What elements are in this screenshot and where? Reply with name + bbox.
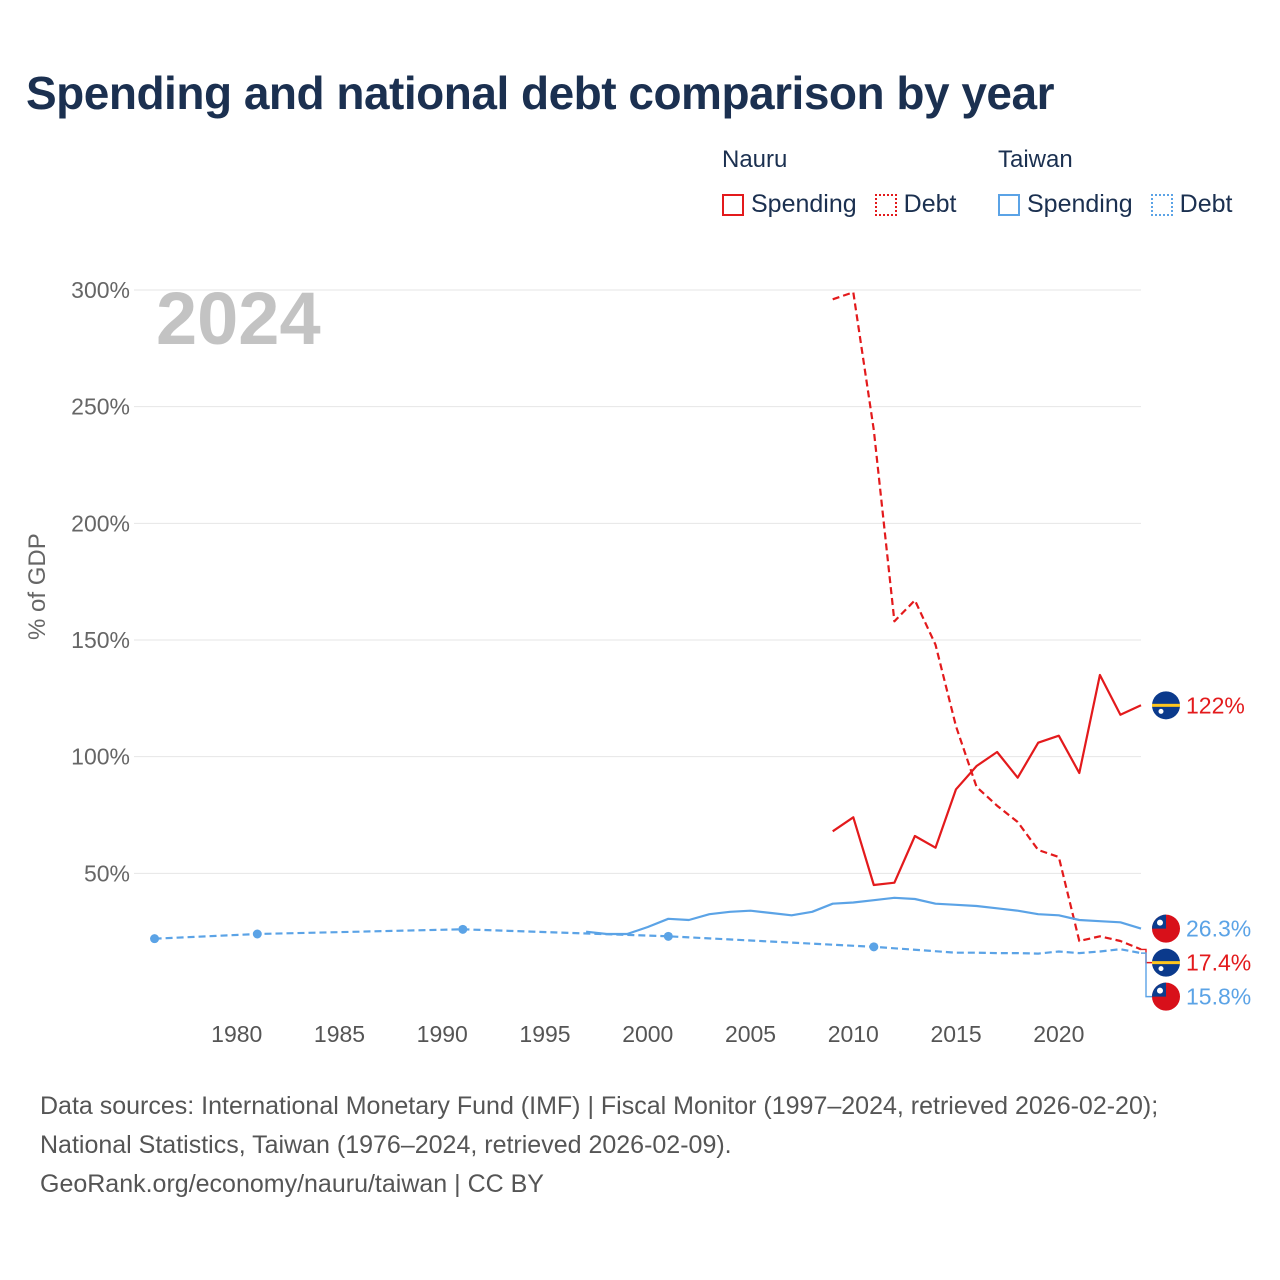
x-tick-label: 2005 xyxy=(725,1021,776,1047)
grid-layer: 50% 100% 150% 200% 250% 300% 1980 1985 1990 1995 2… xyxy=(71,277,1141,1047)
legend-swatch-solid xyxy=(722,193,744,216)
chart-title: Spending and national debt comparison by… xyxy=(26,67,1055,119)
legend-group-nauru: Nauru Spending Debt xyxy=(722,146,974,219)
y-tick-label: 200% xyxy=(71,510,130,536)
legend-group-taiwan: Taiwan Spending Debt xyxy=(998,146,1232,219)
year-watermark: 2024 xyxy=(156,277,321,360)
y-tick-label: 100% xyxy=(71,744,130,770)
legend-swatch-dotted xyxy=(1150,193,1173,216)
taiwan-debt-point[interactable] xyxy=(663,931,673,941)
end-label-layer: 122% 26.3% 17.4% 15.8% xyxy=(1152,691,1251,1011)
x-tick-label: 2020 xyxy=(1033,1021,1084,1047)
footer-credit[interactable]: GeoRank.org/economy/nauru/taiwan | CC BY xyxy=(40,1170,544,1198)
taiwan-debt-point[interactable] xyxy=(458,924,468,934)
footer-sources-line1: Data sources: International Monetary Fun… xyxy=(40,1092,1159,1120)
legend-item-nauru-debt[interactable]: Debt xyxy=(903,190,957,218)
nauru-spending-line[interactable] xyxy=(832,673,1142,887)
flag-star xyxy=(1158,966,1164,972)
taiwan-debt-point[interactable] xyxy=(869,942,879,952)
y-tick-label: 250% xyxy=(71,394,130,420)
flag-star xyxy=(1158,708,1164,714)
taiwan-debt-point[interactable] xyxy=(252,929,262,939)
taiwan-debt-point[interactable] xyxy=(150,934,160,944)
end-value-label: 122% xyxy=(1186,692,1245,718)
legend-item-nauru-spending[interactable]: Spending xyxy=(751,190,857,218)
legend-swatch-dotted xyxy=(874,193,897,216)
flag-stripe xyxy=(1152,961,1180,965)
taiwan-debt-line[interactable] xyxy=(154,928,1142,955)
x-tick-label: 2015 xyxy=(930,1021,981,1047)
end-value-label: 26.3% xyxy=(1186,916,1251,942)
footer: Data sources: International Monetary Fun… xyxy=(40,1087,1158,1204)
flag-sun xyxy=(1157,987,1163,994)
end-value-label: 17.4% xyxy=(1186,950,1251,976)
nauru-debt-line[interactable] xyxy=(832,291,1142,951)
end-label-connector xyxy=(1141,952,1153,998)
end-value-label: 15.8% xyxy=(1186,984,1251,1010)
legend-item-taiwan-spending[interactable]: Spending xyxy=(1027,190,1133,218)
x-tick-label: 1985 xyxy=(314,1021,365,1047)
footer-sources-line2: National Statistics, Taiwan (1976–2024, … xyxy=(40,1131,732,1159)
legend-item-taiwan-debt[interactable]: Debt xyxy=(1179,190,1233,218)
x-tick-label: 1980 xyxy=(211,1021,262,1047)
x-tick-label: 1995 xyxy=(519,1021,570,1047)
series-layer xyxy=(150,291,1142,955)
end-label-connector xyxy=(1141,948,1153,964)
y-tick-label: 50% xyxy=(84,860,130,886)
y-tick-label: 150% xyxy=(71,627,130,653)
connector-layer xyxy=(1141,948,1153,998)
y-tick-label: 300% xyxy=(71,277,130,303)
x-tick-label: 2000 xyxy=(622,1021,673,1047)
flag-sun xyxy=(1157,919,1163,926)
legend-swatch-solid xyxy=(998,193,1020,216)
x-tick-label: 2010 xyxy=(828,1021,879,1047)
flag-stripe xyxy=(1152,703,1180,707)
taiwan-spending-line[interactable] xyxy=(585,896,1142,936)
legend-group-name: Taiwan xyxy=(998,146,1073,173)
x-tick-label: 1990 xyxy=(417,1021,468,1047)
legend-group-name: Nauru xyxy=(722,146,788,173)
